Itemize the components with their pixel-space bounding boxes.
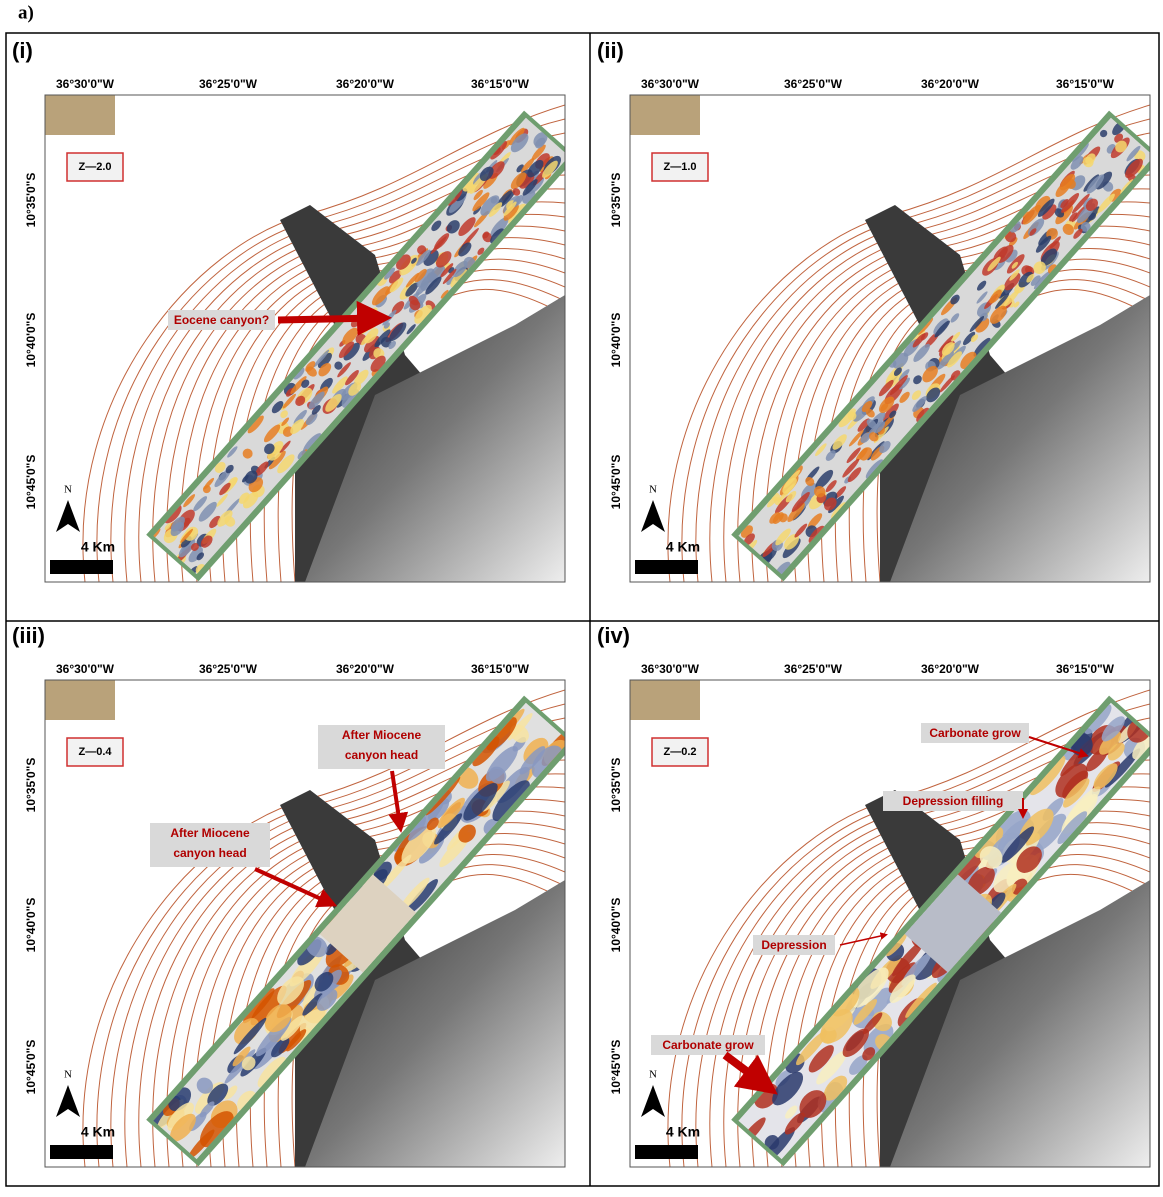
longitude-label: 36°25'0"W [199, 77, 258, 91]
annotation-text: After Miocene [170, 826, 250, 840]
scale-label: 4 Km [666, 539, 700, 555]
z-label: Z—2.0 [78, 161, 111, 173]
map-area [45, 95, 576, 584]
latitude-label: 10°35'0"S [24, 173, 38, 228]
annotation-arrow [278, 318, 378, 320]
coast [630, 95, 700, 135]
longitude-label: 36°30'0"W [56, 662, 115, 676]
map-panel: (ii) 36°30'0"W 36°25'0"W 36°20'0"W 36°15'0"W… [597, 38, 1163, 586]
latitude-label: 10°45'0"S [24, 1040, 38, 1095]
map-panel: (iv) 36°30'0"W 36°25'0"W 36°20'0"W 36°15'0"W… [597, 623, 1163, 1179]
panel-label: (iv) [597, 623, 630, 648]
annotation-text: canyon head [173, 846, 246, 860]
north-label: N [64, 1069, 72, 1081]
latitude-label: 10°35'0"S [609, 758, 623, 813]
figure: a) (i) 36°30'0"W 36°25'0"W 36°20'0"W 36°15'0… [0, 0, 1163, 1192]
latitude-label: 10°40'0"S [24, 313, 38, 368]
map-area [630, 95, 1163, 585]
longitude-label: 36°30'0"W [56, 77, 115, 91]
longitude-label: 36°20'0"W [336, 77, 395, 91]
latitude-label: 10°40'0"S [609, 898, 623, 953]
longitude-label: 36°25'0"W [784, 662, 843, 676]
coast [45, 95, 115, 135]
scale-bar [50, 1145, 113, 1159]
scale-bar [635, 560, 698, 574]
z-label: Z—1.0 [663, 161, 696, 173]
scale-label: 4 Km [81, 539, 115, 555]
latitude-label: 10°35'0"S [609, 173, 623, 228]
scale-bar [635, 1145, 698, 1159]
panel-label: (ii) [597, 38, 624, 63]
panel-label: (i) [12, 38, 33, 63]
longitude-label: 36°20'0"W [336, 662, 395, 676]
latitude-label: 10°45'0"S [609, 455, 623, 510]
annotation-text: Depression [761, 938, 826, 952]
annotation-text: Carbonate grow [929, 726, 1021, 740]
longitude-label: 36°15'0"W [471, 77, 530, 91]
latitude-label: 10°40'0"S [609, 313, 623, 368]
longitude-label: 36°20'0"W [921, 77, 980, 91]
annotation-text: Carbonate grow [662, 1038, 754, 1052]
scale-label: 4 Km [81, 1124, 115, 1140]
annotation-text: Eocene canyon? [174, 313, 269, 327]
z-label: Z—0.2 [663, 746, 696, 758]
map-panel: (i) 36°30'0"W 36°25'0"W 36°20'0"W 36°15'0"W 1… [12, 38, 576, 584]
map-panel: (iii) 36°30'0"W 36°25'0"W 36°20'0"W 36°15'0"… [12, 623, 586, 1170]
map-area [45, 680, 586, 1170]
latitude-label: 10°35'0"S [24, 758, 38, 813]
longitude-label: 36°15'0"W [1056, 77, 1115, 91]
longitude-label: 36°15'0"W [471, 662, 530, 676]
north-label: N [64, 484, 72, 496]
annotation-text: After Miocene [342, 728, 422, 742]
longitude-label: 36°30'0"W [641, 662, 700, 676]
annotation-text: canyon head [345, 748, 418, 762]
latitude-label: 10°40'0"S [24, 898, 38, 953]
map-area [630, 677, 1163, 1178]
longitude-label: 36°25'0"W [199, 662, 258, 676]
coast [45, 680, 115, 720]
figure-label: a) [18, 2, 34, 23]
scale-label: 4 Km [666, 1124, 700, 1140]
z-label: Z—0.4 [78, 746, 112, 758]
coast [630, 680, 700, 720]
longitude-label: 36°15'0"W [1056, 662, 1115, 676]
longitude-label: 36°20'0"W [921, 662, 980, 676]
latitude-label: 10°45'0"S [609, 1040, 623, 1095]
latitude-label: 10°45'0"S [24, 455, 38, 510]
annotation-text: Depression filling [903, 794, 1004, 808]
longitude-label: 36°25'0"W [784, 77, 843, 91]
scale-bar [50, 560, 113, 574]
panel-label: (iii) [12, 623, 45, 648]
longitude-label: 36°30'0"W [641, 77, 700, 91]
north-label: N [649, 484, 657, 496]
north-label: N [649, 1069, 657, 1081]
